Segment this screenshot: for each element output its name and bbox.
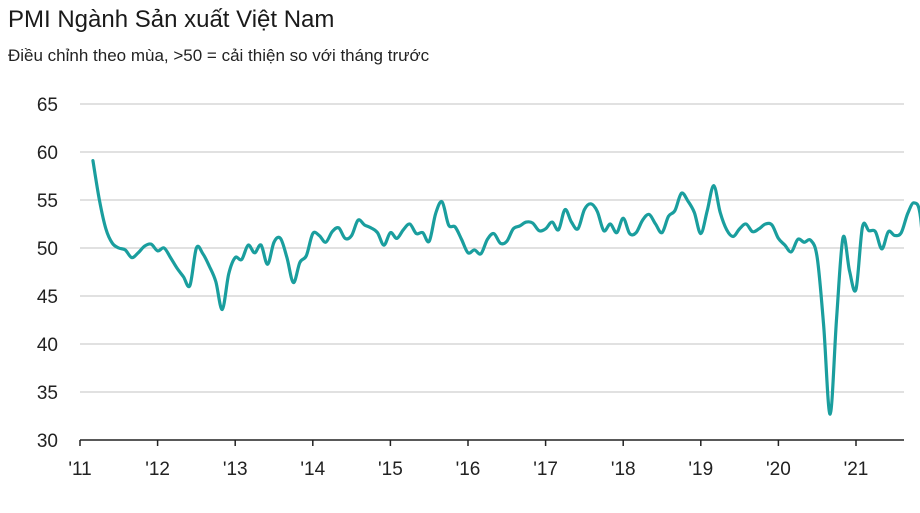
y-tick-label: 60 — [37, 143, 58, 164]
y-tick-label: 40 — [37, 335, 58, 356]
x-tick-label: '13 — [223, 459, 248, 480]
y-tick-label: 55 — [37, 191, 58, 212]
x-tick-label: '11 — [68, 459, 91, 480]
pmi-series-line — [91, 159, 920, 416]
x-tick-label: '19 — [688, 459, 713, 480]
y-tick-label: 50 — [37, 239, 58, 260]
x-tick-label: '18 — [611, 459, 636, 480]
x-tick-label: '14 — [300, 459, 325, 480]
x-tick-label: '17 — [533, 459, 558, 480]
x-tick-label: '15 — [378, 459, 403, 480]
grid-lines — [80, 103, 904, 441]
x-axis-tick-labels: '11 '12 '13 '14 '15 '16 '17 '18 '19 '20 '21 — [68, 459, 868, 480]
x-tick-label: '21 — [844, 459, 869, 480]
x-tick-label: '20 — [766, 459, 791, 480]
y-tick-label: 65 — [37, 95, 58, 116]
series-group — [91, 159, 920, 416]
chart-title: PMI Ngành Sản xuất Việt Nam — [8, 6, 335, 33]
y-tick-label: 45 — [37, 287, 58, 308]
chart-subtitle: Điều chỉnh theo mùa, >50 = cải thiện so … — [8, 46, 430, 65]
y-axis-tick-labels: 30 35 40 45 50 55 60 65 — [37, 95, 58, 452]
y-tick-label: 30 — [37, 431, 58, 452]
x-tick-label: '12 — [145, 459, 170, 480]
x-axis — [79, 440, 857, 446]
y-tick-label: 35 — [37, 383, 58, 404]
x-tick-label: '16 — [456, 459, 481, 480]
